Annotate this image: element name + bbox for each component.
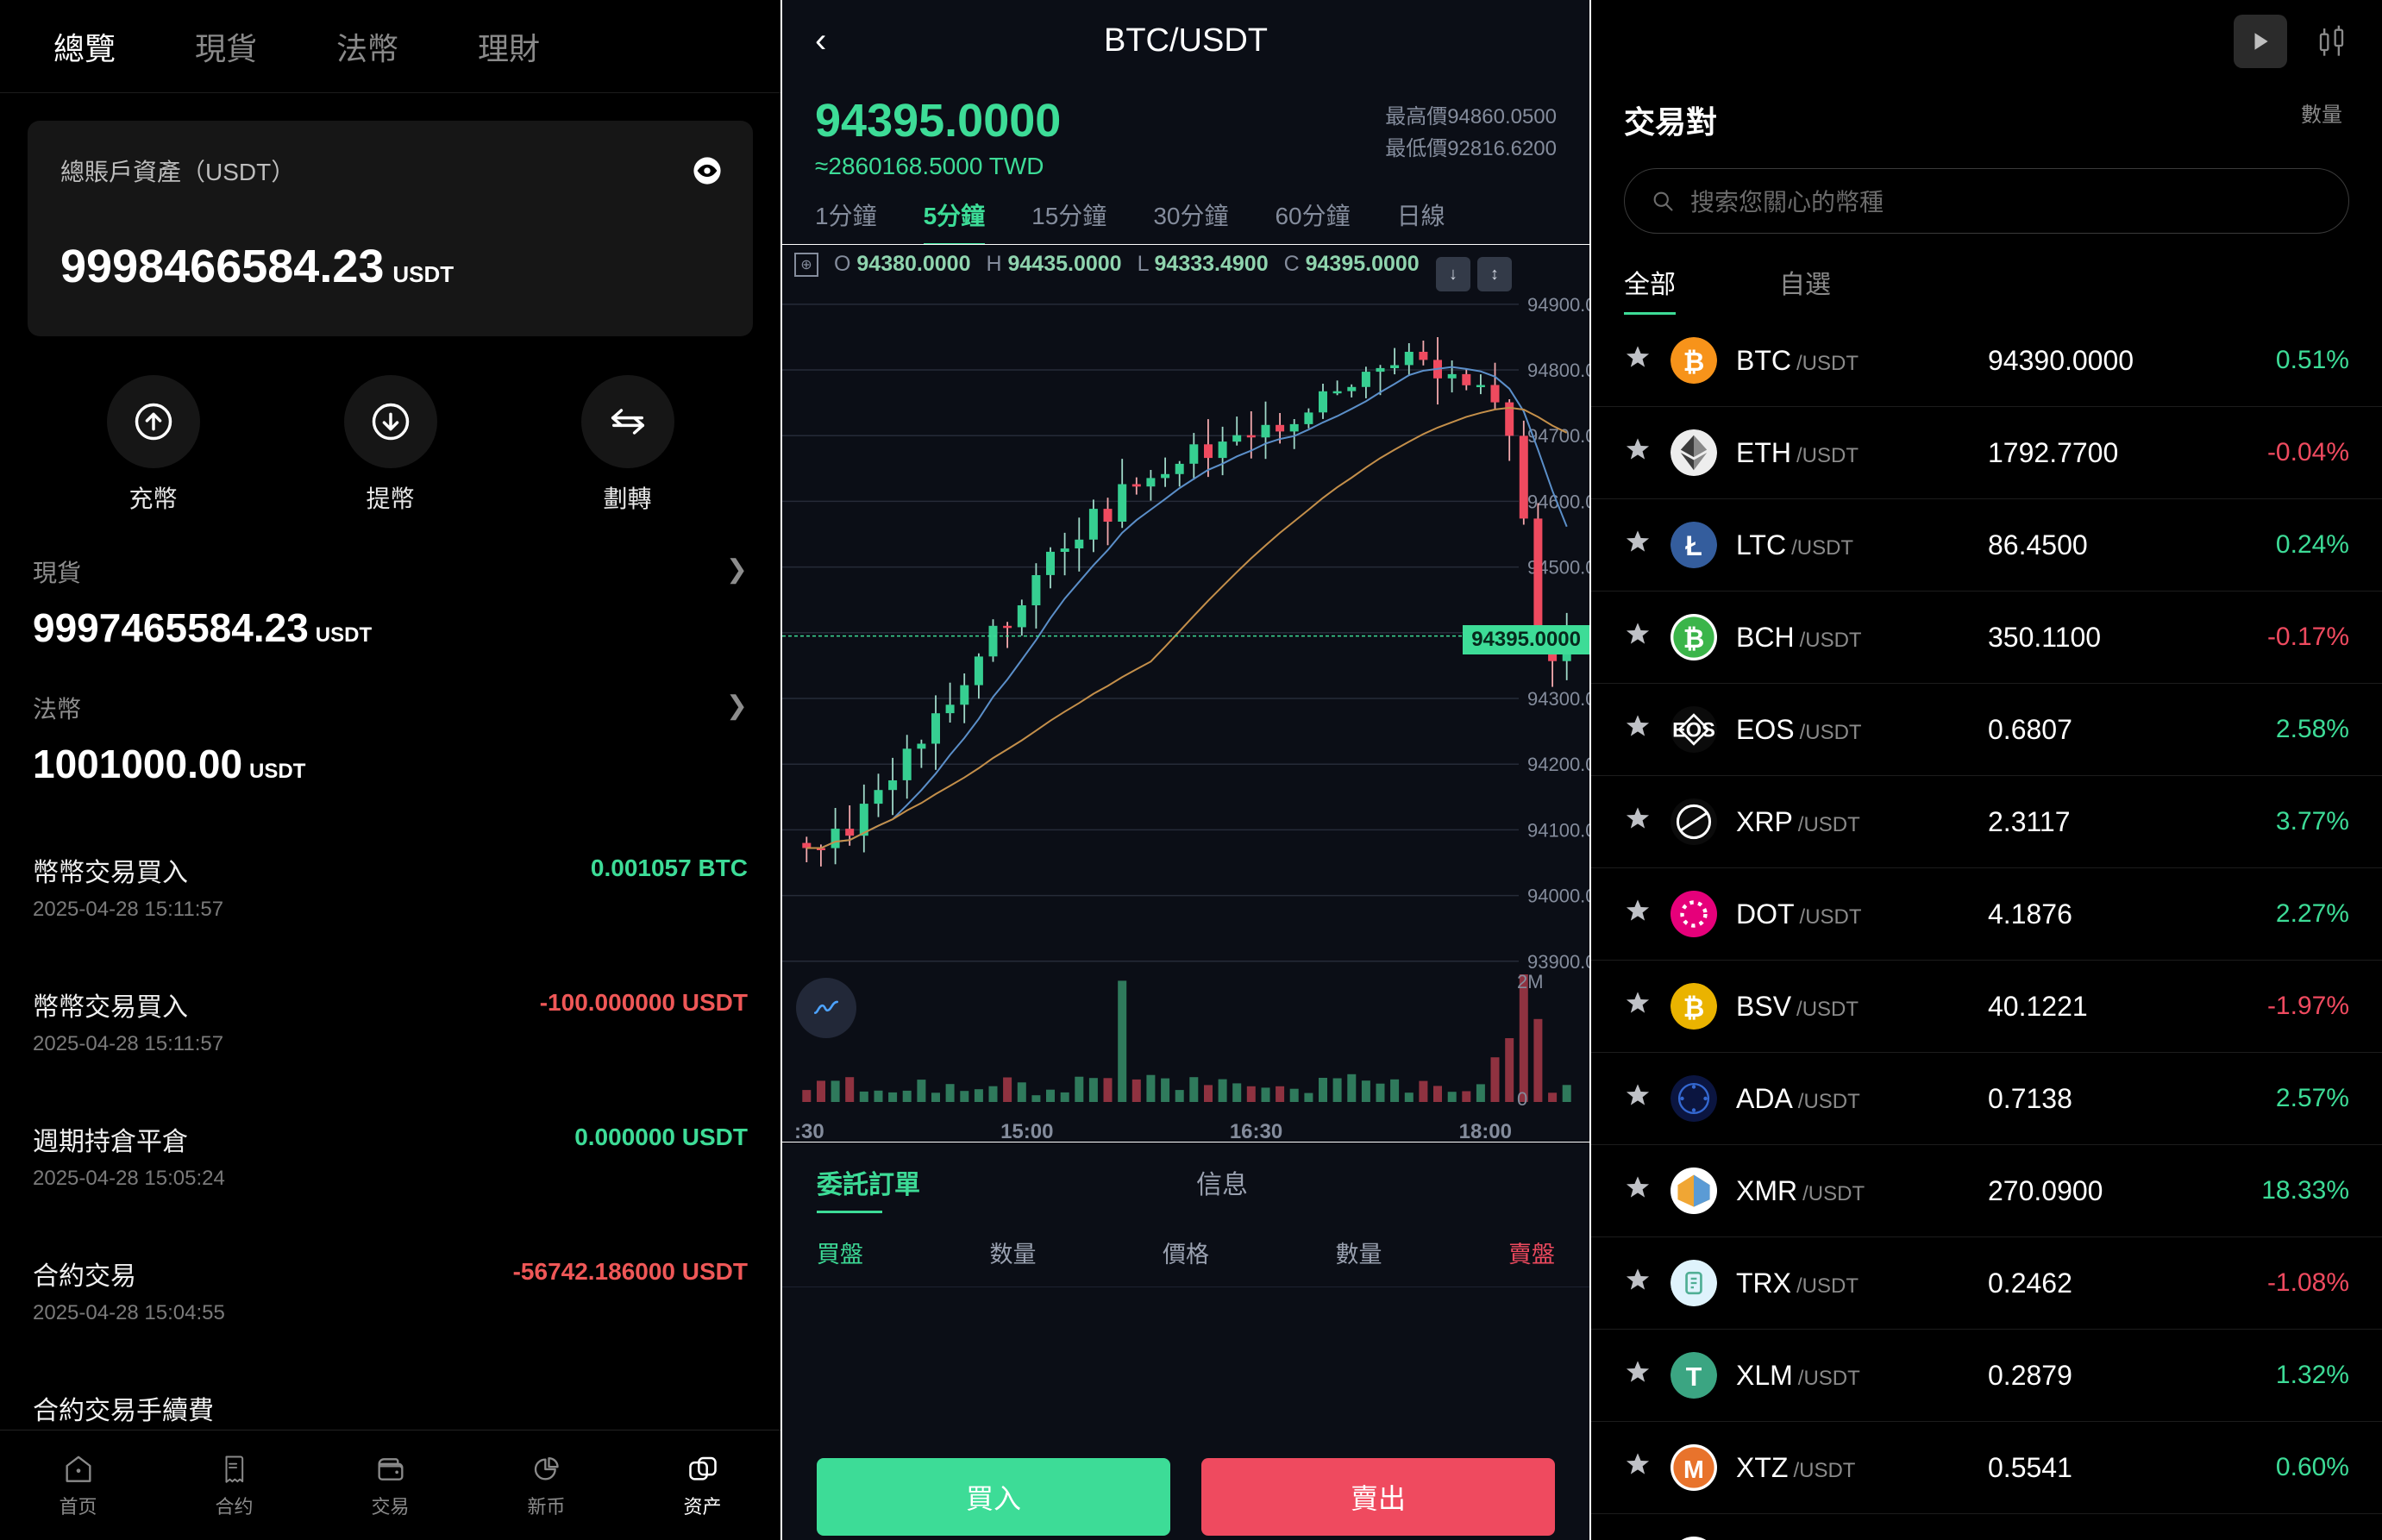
svg-text:Ł: Ł [1685, 530, 1702, 561]
svg-text:94300.0000: 94300.0000 [1527, 688, 1589, 710]
svg-text:T: T [1686, 1363, 1702, 1392]
svg-text:94900.0000: 94900.0000 [1527, 294, 1589, 316]
svg-text:₿: ₿ [1683, 348, 1705, 377]
svg-text:94800.0000: 94800.0000 [1527, 360, 1589, 381]
svg-text:94000.0000: 94000.0000 [1527, 886, 1589, 907]
svg-text:M: M [1683, 1456, 1704, 1484]
svg-text:93900.0000: 93900.0000 [1527, 951, 1589, 973]
svg-text:EOS: EOS [1672, 719, 1715, 742]
svg-text:94100.0000: 94100.0000 [1527, 819, 1589, 841]
svg-text:94200.0000: 94200.0000 [1527, 754, 1589, 775]
svg-text:₿: ₿ [1683, 994, 1705, 1023]
svg-text:94600.0000: 94600.0000 [1527, 491, 1589, 512]
svg-text:₿: ₿ [1683, 625, 1705, 654]
